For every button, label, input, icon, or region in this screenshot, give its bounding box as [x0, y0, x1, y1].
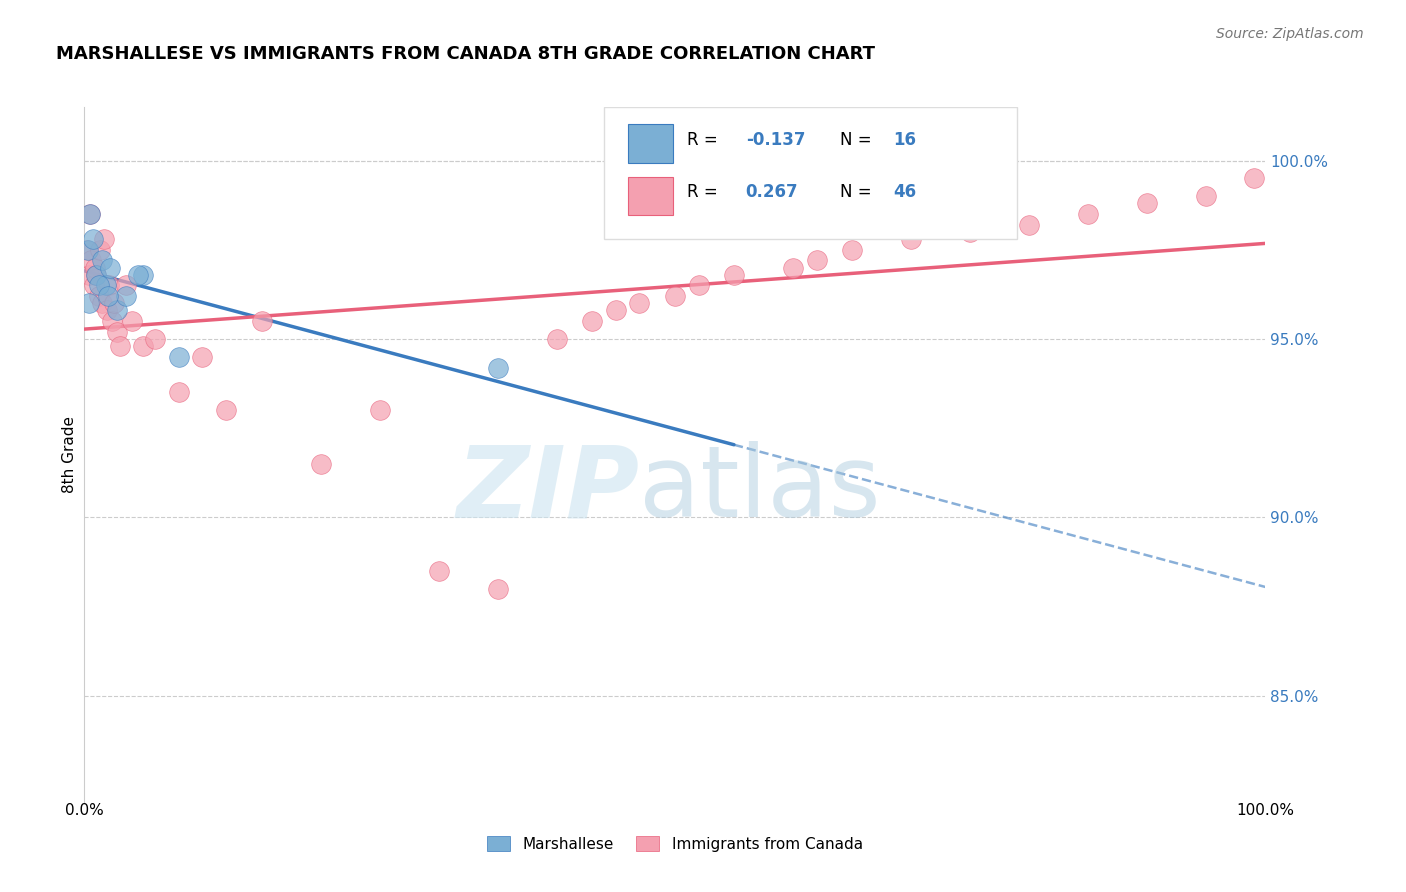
Point — [1136, 196, 1159, 211]
Point — [87, 278, 110, 293]
Point — [167, 385, 190, 400]
Point — [96, 303, 118, 318]
Text: -0.137: -0.137 — [745, 131, 806, 149]
Point — [121, 314, 143, 328]
Point — [841, 243, 863, 257]
Point — [91, 296, 114, 310]
Point — [77, 296, 100, 310]
Point — [98, 260, 121, 275]
Point — [723, 268, 745, 282]
Point — [114, 289, 136, 303]
Point — [132, 339, 155, 353]
Point — [688, 278, 710, 293]
Point — [143, 332, 166, 346]
Point — [605, 303, 627, 318]
Legend: Marshallese, Immigrants from Canada: Marshallese, Immigrants from Canada — [481, 830, 869, 858]
Point — [83, 278, 105, 293]
Text: 0.0%: 0.0% — [65, 803, 104, 818]
Point — [664, 289, 686, 303]
Point — [82, 232, 104, 246]
Point — [91, 253, 114, 268]
Point — [114, 278, 136, 293]
Point — [215, 403, 238, 417]
Point — [132, 268, 155, 282]
FancyBboxPatch shape — [605, 107, 1018, 239]
Text: 16: 16 — [893, 131, 917, 149]
Point — [84, 268, 107, 282]
Text: Source: ZipAtlas.com: Source: ZipAtlas.com — [1216, 27, 1364, 41]
Point — [427, 564, 450, 578]
Point — [98, 278, 121, 293]
Point — [93, 232, 115, 246]
Point — [127, 268, 149, 282]
FancyBboxPatch shape — [627, 124, 672, 162]
Point — [486, 582, 509, 596]
Point — [84, 268, 107, 282]
Point — [782, 260, 804, 275]
Text: N =: N = — [841, 183, 877, 201]
Text: 46: 46 — [893, 183, 917, 201]
Point — [87, 289, 110, 303]
Point — [250, 314, 273, 328]
Point — [1243, 171, 1265, 186]
Text: 0.267: 0.267 — [745, 183, 799, 201]
Point — [79, 207, 101, 221]
Point — [1077, 207, 1099, 221]
Point — [900, 232, 922, 246]
Text: N =: N = — [841, 131, 877, 149]
Point — [628, 296, 651, 310]
Point — [103, 296, 125, 310]
Point — [107, 325, 129, 339]
Point — [77, 268, 100, 282]
Y-axis label: 8th Grade: 8th Grade — [62, 417, 77, 493]
Text: atlas: atlas — [640, 442, 882, 538]
Point — [368, 403, 391, 417]
Point — [108, 339, 131, 353]
Point — [167, 350, 190, 364]
Text: ZIP: ZIP — [457, 442, 640, 538]
Point — [309, 457, 332, 471]
Point — [77, 243, 100, 257]
Text: MARSHALLESE VS IMMIGRANTS FROM CANADA 8TH GRADE CORRELATION CHART: MARSHALLESE VS IMMIGRANTS FROM CANADA 8T… — [56, 45, 876, 62]
Point — [79, 207, 101, 221]
Point — [546, 332, 568, 346]
Point — [80, 253, 103, 268]
FancyBboxPatch shape — [627, 177, 672, 215]
Text: 100.0%: 100.0% — [1236, 803, 1295, 818]
Point — [959, 225, 981, 239]
Point — [76, 243, 98, 257]
Point — [107, 303, 129, 318]
Point — [806, 253, 828, 268]
Text: R =: R = — [686, 131, 723, 149]
Point — [1195, 189, 1218, 203]
Text: R =: R = — [686, 183, 723, 201]
Point — [486, 360, 509, 375]
Point — [1018, 218, 1040, 232]
Point — [97, 289, 120, 303]
Point — [84, 260, 107, 275]
Point — [89, 243, 111, 257]
Point — [581, 314, 603, 328]
Point — [191, 350, 214, 364]
Point — [94, 278, 117, 293]
Point — [100, 314, 122, 328]
